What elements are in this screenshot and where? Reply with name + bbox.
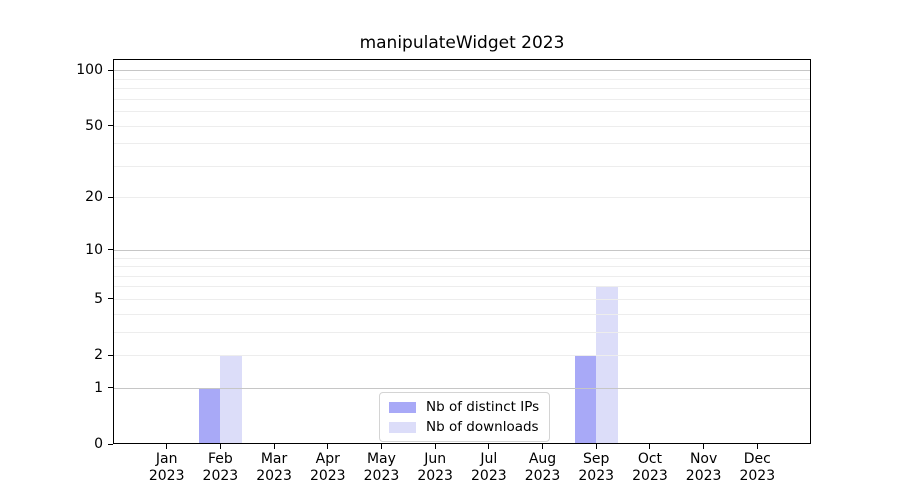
x-tick-label: Jan 2023 <box>148 451 185 484</box>
gridline-minor <box>113 313 811 315</box>
gridline-minor <box>113 111 811 113</box>
x-tick-mark <box>595 444 597 449</box>
x-tick-label: Oct 2023 <box>632 451 668 484</box>
x-tick-mark <box>273 444 275 449</box>
y-tick-mark <box>108 387 113 389</box>
y-tick-label: 10 <box>85 241 103 258</box>
bar-feb-distinct-ips <box>198 387 221 444</box>
x-tick-mark <box>488 444 490 449</box>
gridline-minor <box>113 88 811 90</box>
gridline-minor <box>113 78 811 80</box>
chart-title: manipulateWidget 2023 <box>359 33 565 53</box>
gridline-minor <box>113 331 811 333</box>
x-tick-label: Apr 2023 <box>309 451 346 484</box>
legend-item: Nb of downloads <box>389 420 539 435</box>
y-tick-mark <box>108 443 113 445</box>
x-tick-label: May 2023 <box>363 451 400 484</box>
y-tick-mark <box>108 354 113 356</box>
y-tick-label: 100 <box>76 62 103 79</box>
x-tick-label: Dec 2023 <box>739 451 776 484</box>
y-tick-mark <box>108 69 113 71</box>
x-tick-mark <box>166 444 168 449</box>
bar-sep-downloads <box>596 286 618 444</box>
gridline-minor <box>113 355 811 357</box>
x-tick-label: Jul 2023 <box>471 451 507 484</box>
bar-feb-downloads <box>220 355 242 444</box>
legend-item: Nb of distinct IPs <box>389 400 539 415</box>
gridline-minor <box>113 286 811 288</box>
y-tick-label: 20 <box>85 189 103 206</box>
plot-spines <box>113 59 811 444</box>
x-tick-mark <box>327 444 329 449</box>
gridline-minor <box>113 275 811 277</box>
x-tick-label: Sep 2023 <box>578 451 615 484</box>
gridline-minor <box>113 165 811 167</box>
legend: Nb of distinct IPs Nb of downloads <box>379 392 551 442</box>
gridline-major <box>113 249 811 251</box>
y-tick-label: 1 <box>94 379 103 396</box>
legend-swatch-icon <box>389 422 416 433</box>
gridline-minor <box>113 257 811 259</box>
x-tick-label: Feb 2023 <box>202 451 239 484</box>
x-tick-mark <box>219 444 221 449</box>
gridline-minor <box>113 143 811 145</box>
y-tick-mark <box>108 298 113 300</box>
y-tick-label: 2 <box>94 347 103 364</box>
x-tick-mark <box>703 444 705 449</box>
legend-swatch-icon <box>389 402 416 413</box>
x-tick-label: Aug 2023 <box>524 451 561 484</box>
gridline-minor <box>113 125 811 127</box>
gridline-minor <box>113 298 811 300</box>
x-tick-mark <box>756 444 758 449</box>
y-tick-mark <box>108 196 113 198</box>
x-tick-mark <box>649 444 651 449</box>
bar-sep-distinct-ips <box>574 355 597 444</box>
y-tick-mark <box>108 249 113 251</box>
x-tick-label: Mar 2023 <box>256 451 292 484</box>
y-tick-mark <box>108 125 113 127</box>
x-tick-mark <box>542 444 544 449</box>
gridline-minor <box>113 266 811 268</box>
gridline-minor <box>113 197 811 199</box>
y-tick-label: 0 <box>94 436 103 452</box>
x-tick-label: Nov 2023 <box>685 451 722 484</box>
x-tick-mark <box>434 444 436 449</box>
legend-label: Nb of distinct IPs <box>426 399 540 415</box>
y-tick-label: 50 <box>85 117 103 134</box>
x-tick-mark <box>380 444 382 449</box>
legend-label: Nb of downloads <box>426 419 539 435</box>
gridline-minor <box>113 98 811 100</box>
gridline-major <box>113 387 811 389</box>
x-tick-label: Jun 2023 <box>417 451 453 484</box>
y-tick-label: 5 <box>94 290 103 307</box>
gridline-major <box>113 70 811 72</box>
